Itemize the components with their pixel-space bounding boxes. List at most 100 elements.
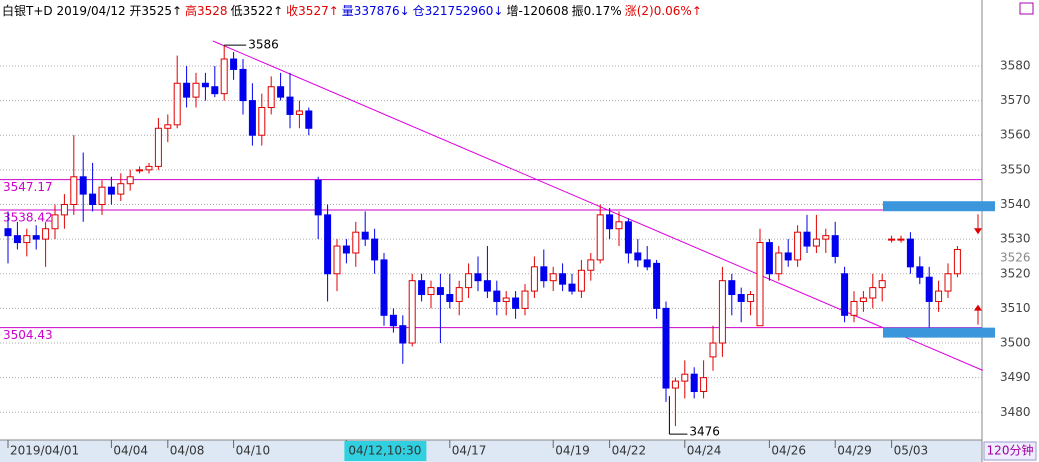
candle-body — [878, 280, 886, 289]
candle-body — [286, 96, 294, 115]
y-tick-label: 3520 — [1000, 266, 1031, 280]
candle-body — [333, 245, 341, 275]
candle-body — [277, 86, 285, 98]
candle-body — [888, 238, 896, 241]
candle-body — [794, 231, 802, 261]
candle-body — [859, 297, 867, 302]
candle-body — [32, 235, 40, 240]
candle-body — [305, 110, 313, 129]
candle-body — [615, 221, 623, 230]
candle-body — [201, 82, 209, 88]
x-tick-label: 04/22 — [612, 444, 647, 458]
y-tick-label: 3480 — [1000, 405, 1031, 419]
candle-body — [756, 242, 764, 327]
candle-body — [577, 269, 585, 292]
candle-body — [634, 252, 642, 261]
candle-body — [89, 193, 97, 205]
candle-body — [559, 273, 567, 285]
candle-body — [380, 259, 388, 316]
candle-body — [314, 179, 322, 216]
arrow-head — [974, 304, 982, 311]
header-field: 高3528 — [185, 3, 228, 18]
header-field: 涨(2)0.06%↑ — [625, 3, 702, 18]
arrow-head — [974, 228, 982, 235]
candle-body — [70, 176, 78, 205]
candle-body — [653, 262, 661, 309]
candle-body — [869, 287, 877, 299]
y-tick-label: 3490 — [1000, 370, 1031, 384]
header-field: 低3522↑ — [231, 4, 284, 18]
candle-body — [164, 124, 172, 129]
candle-body — [502, 297, 510, 302]
candle-body — [230, 58, 238, 70]
header: 白银T+D 2019/04/12 开3525↑ 高3528 低3522↑ 收3527↑… — [2, 3, 702, 18]
candle-body — [107, 186, 115, 195]
candle-body — [925, 276, 933, 302]
x-tick-label: 04/26 — [771, 444, 806, 458]
y-tick-label: 3510 — [1000, 301, 1031, 315]
candle-body — [474, 273, 482, 282]
candle-body — [23, 235, 31, 244]
icon[interactable] — [1019, 2, 1034, 15]
header-field: 收3527↑ — [286, 4, 339, 18]
candle-body — [747, 294, 755, 302]
candle-body — [324, 214, 332, 275]
candle-body — [342, 245, 350, 254]
candle-body — [4, 228, 12, 237]
y-tick-label: 3530 — [1000, 232, 1031, 246]
candle-body — [700, 377, 708, 393]
candle-body — [98, 186, 106, 205]
candle-body — [436, 287, 444, 296]
candle-body — [117, 183, 125, 195]
header-field: 白银T+D 2019/04/12 开3525↑ — [2, 3, 182, 18]
candle-body — [906, 238, 914, 268]
x-tick-label: 05/03 — [894, 444, 929, 458]
candle-body — [211, 86, 219, 95]
candle-body — [718, 280, 726, 344]
candle-body — [248, 100, 256, 136]
header-field: 振0.17% — [572, 4, 622, 18]
candle-body — [389, 314, 397, 327]
x-tick-label: 04/29 — [837, 444, 872, 458]
candle-body — [662, 307, 670, 389]
candle-body — [549, 273, 557, 282]
y-tick-label: 3580 — [1000, 58, 1031, 72]
candle-body — [784, 252, 792, 261]
period-box[interactable] — [983, 441, 1037, 461]
period: 120分钟 — [987, 443, 1034, 458]
header-text: 白银T+D 2019/04/12 开3525↑ 高3528 低3522↑ 收3527↑… — [2, 3, 702, 18]
candle-body — [935, 290, 943, 302]
candle-body — [897, 238, 905, 241]
candle-body — [455, 287, 463, 302]
level-label: 3504.43 — [3, 328, 53, 342]
header-field: 量337876↓ — [342, 4, 410, 18]
candle-body — [521, 290, 529, 309]
x-tick-label: 04/24 — [687, 444, 722, 458]
candle-body — [483, 280, 491, 292]
y-tick-label: 3570 — [1000, 93, 1031, 107]
candle-body — [361, 231, 369, 240]
candle-body — [126, 176, 134, 185]
candle-body — [418, 280, 426, 296]
candle-body — [79, 176, 87, 195]
candle-body — [728, 280, 736, 296]
candle-body — [295, 110, 303, 115]
marker-bar — [883, 201, 995, 212]
header-field: 增-120608 — [506, 4, 568, 18]
x-tick-label: 04/08 — [170, 444, 205, 458]
candle-body — [765, 242, 773, 275]
y-tick-label: 3500 — [1000, 336, 1031, 350]
candle-body — [596, 214, 604, 261]
candle-body — [352, 231, 360, 254]
candle-body — [812, 238, 820, 247]
candle-body — [587, 259, 595, 271]
x-tick-label: 04/19 — [555, 444, 590, 458]
marker-bar — [883, 327, 995, 338]
low-label: 3476 — [689, 425, 720, 439]
candle-body — [606, 214, 614, 230]
candle-body — [427, 287, 435, 296]
candle-body — [850, 300, 858, 316]
candle-body — [183, 82, 191, 98]
candle-body — [841, 273, 849, 316]
candle-body — [709, 342, 717, 358]
